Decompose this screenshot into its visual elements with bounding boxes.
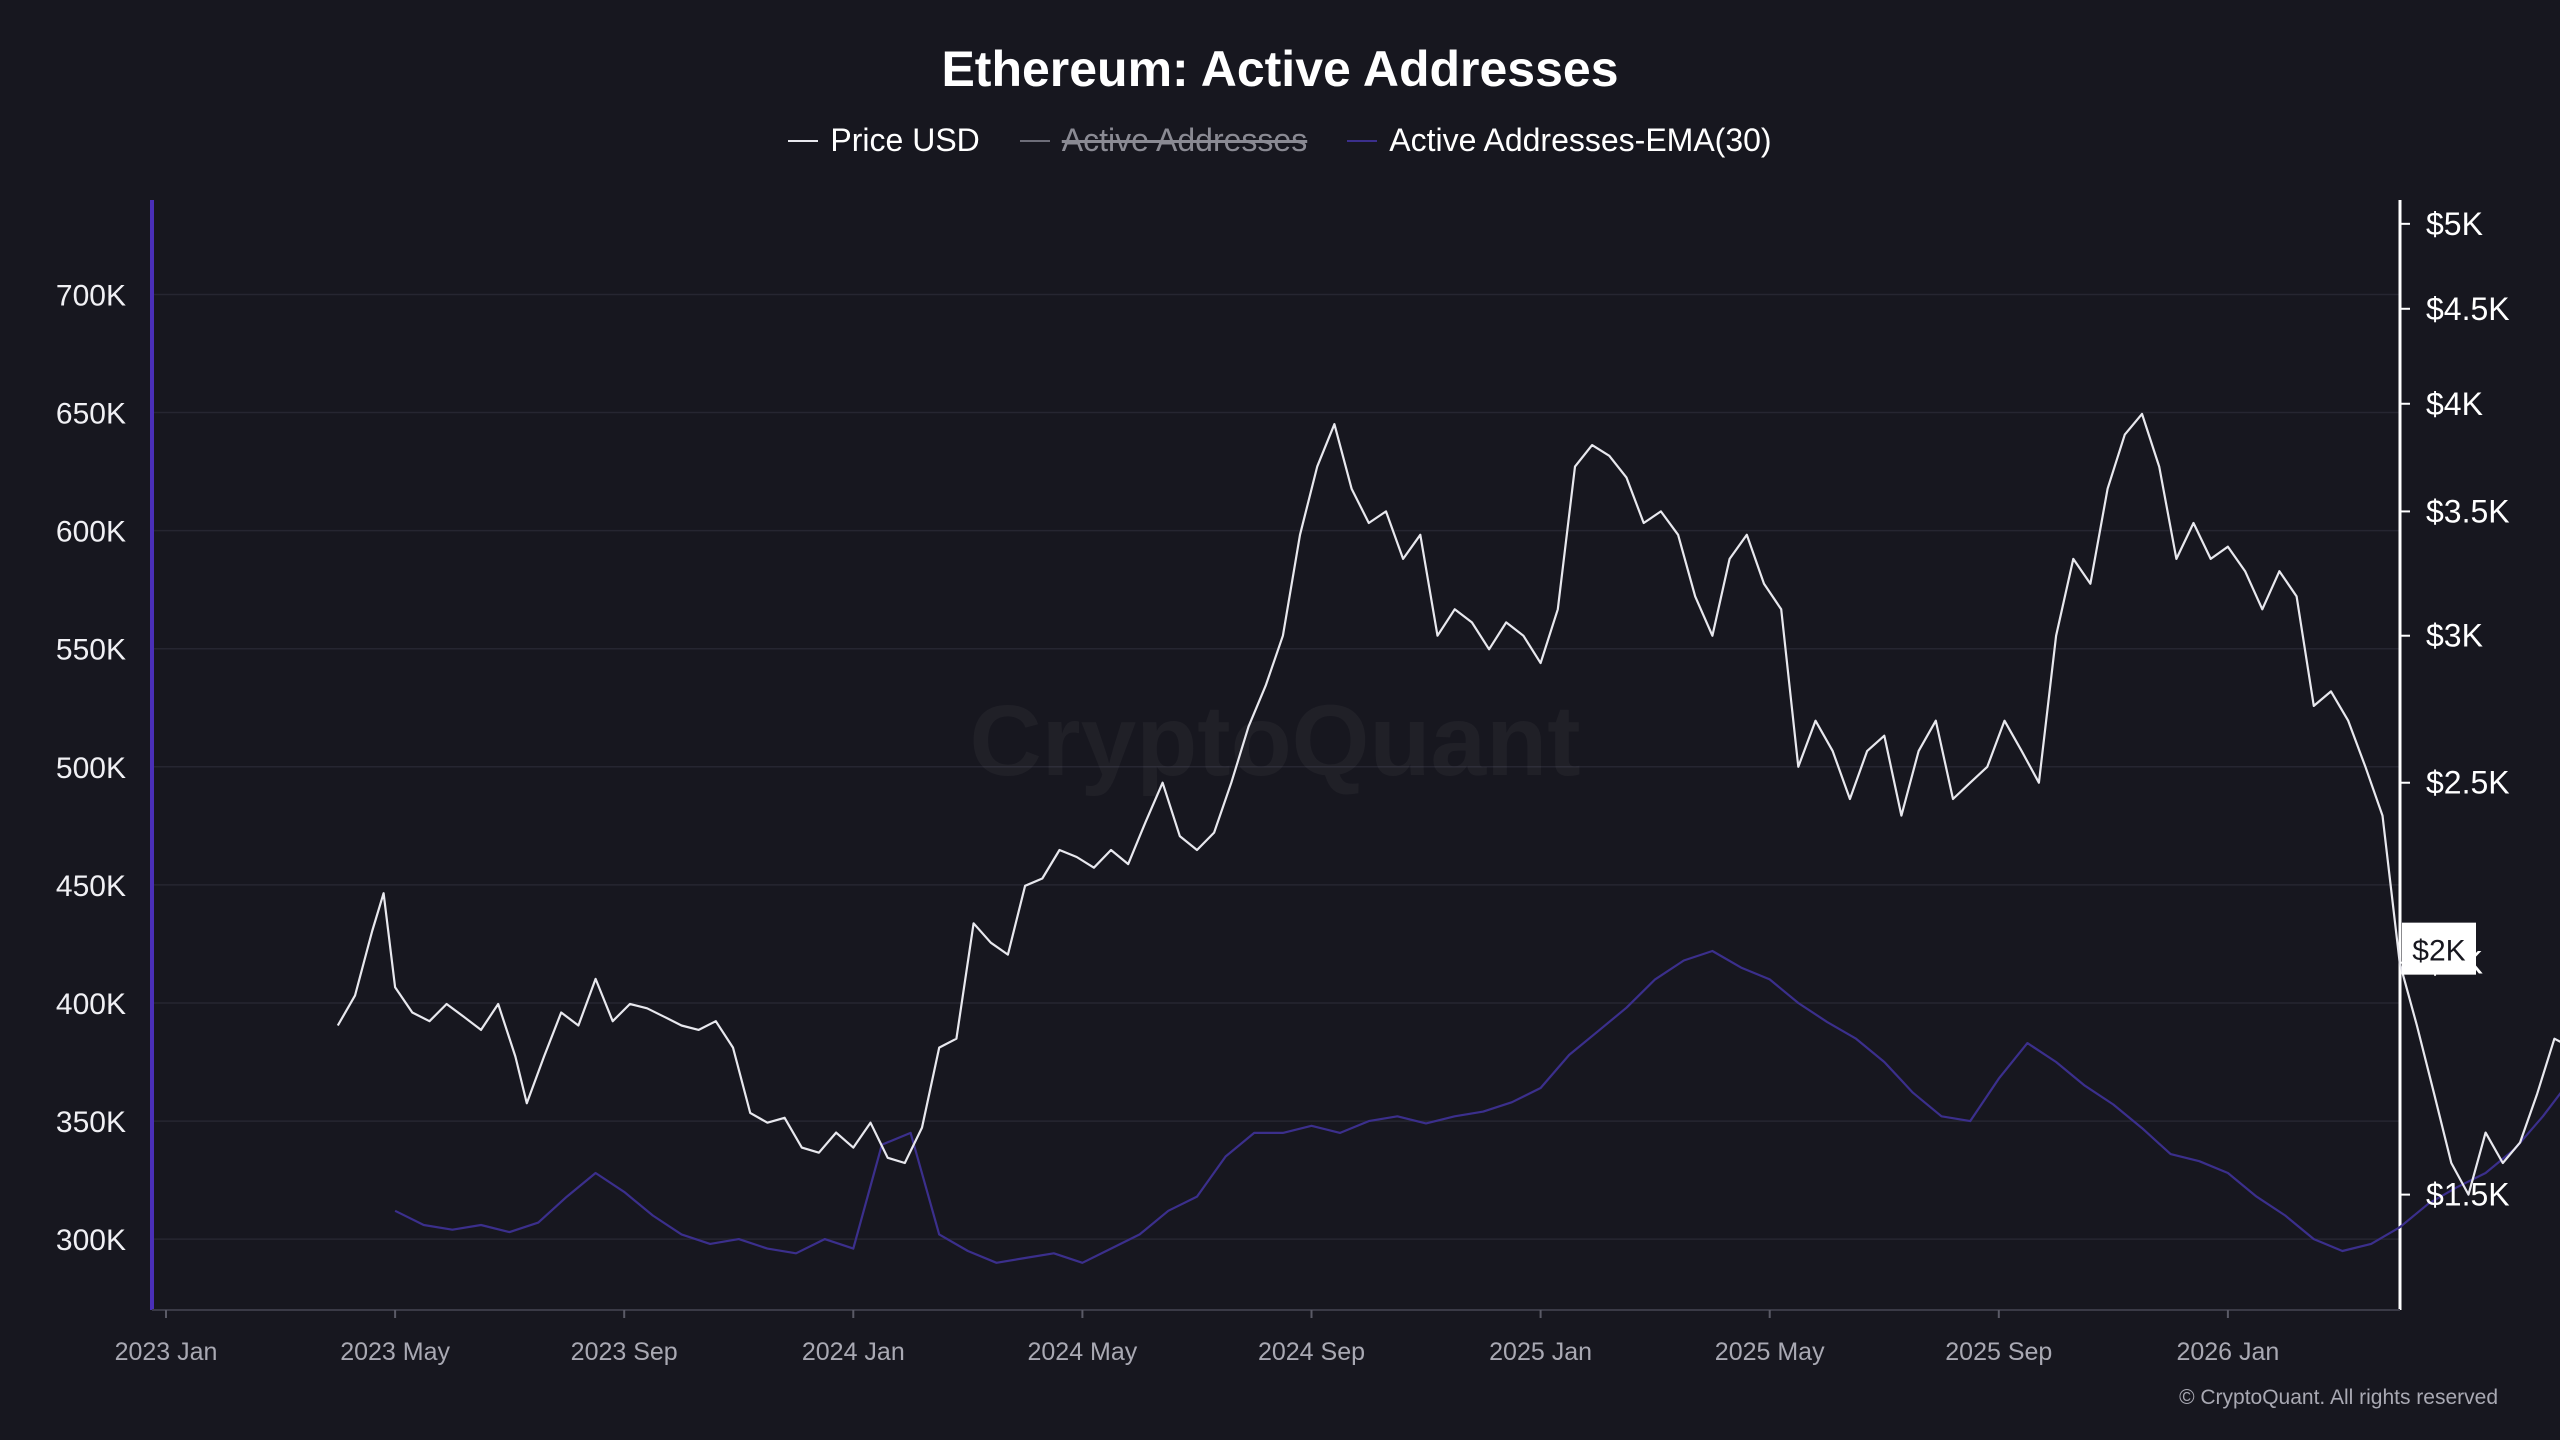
legend-item-active-addresses[interactable]: Active Addresses bbox=[1019, 122, 1308, 159]
current-price-badge: $2K bbox=[2402, 922, 2476, 975]
x-tick-2023-Sep: 2023 Sep bbox=[571, 1338, 678, 1366]
current-price-badge-bg bbox=[2402, 922, 2476, 975]
legend-swatch-price-usd bbox=[788, 139, 819, 142]
right-tick-$3.5K: $3.5K bbox=[2426, 493, 2510, 529]
left-tick-350K: 350K bbox=[56, 1106, 126, 1139]
current-price-label: $2K bbox=[2412, 935, 2465, 968]
copyright-notice: © CryptoQuant. All rights reserved bbox=[2179, 1386, 2498, 1409]
left-tick-450K: 450K bbox=[56, 870, 126, 903]
right-tick-$2.5K: $2.5K bbox=[2426, 765, 2510, 801]
series-price-usd bbox=[336, 412, 2560, 1196]
chart-title: Ethereum: Active Addresses bbox=[941, 41, 1619, 97]
axes bbox=[150, 200, 2402, 1311]
series-layer bbox=[336, 412, 2560, 1264]
right-tick-$5K: $5K bbox=[2426, 206, 2483, 242]
right-axis-ticks: $1.5K $2K $2.5K $3K $3.5K $4K $4.5K $5K bbox=[2400, 206, 2510, 1213]
watermark: CryptoQuant bbox=[969, 685, 1580, 797]
left-tick-550K: 550K bbox=[56, 634, 126, 667]
legend-swatch-active-addresses bbox=[1019, 139, 1050, 142]
legend-label-active-addresses-ema: Active Addresses-EMA(30) bbox=[1389, 122, 1772, 158]
legend-swatch-active-addresses-ema bbox=[1347, 139, 1378, 142]
right-tick-$4K: $4K bbox=[2426, 386, 2483, 422]
x-tick-2023-May: 2023 May bbox=[340, 1338, 450, 1366]
left-tick-500K: 500K bbox=[56, 752, 126, 785]
legend-item-active-addresses-ema[interactable]: Active Addresses-EMA(30) bbox=[1347, 122, 1772, 159]
left-tick-300K: 300K bbox=[56, 1224, 126, 1257]
x-tick-2023-Jan: 2023 Jan bbox=[115, 1338, 218, 1366]
right-tick-$3K: $3K bbox=[2426, 618, 2483, 654]
x-axis-ticks: 2023 Jan 2023 May 2023 Sep 2024 Jan 2024 May… bbox=[115, 1310, 2279, 1366]
legend: Price USD Active Addresses Active Addres… bbox=[0, 122, 2560, 159]
series-active-addresses-ema bbox=[394, 949, 2560, 1264]
right-tick-$4.5K: $4.5K bbox=[2426, 291, 2510, 327]
gridlines bbox=[152, 293, 2400, 1240]
legend-label-price-usd: Price USD bbox=[830, 122, 980, 158]
x-tick-2024-May: 2024 May bbox=[1028, 1338, 1138, 1366]
right-tick-$1.5K: $1.5K bbox=[2426, 1177, 2510, 1213]
left-tick-700K: 700K bbox=[56, 279, 126, 312]
x-tick-2026-Jan: 2026 Jan bbox=[2176, 1338, 2279, 1366]
left-tick-400K: 400K bbox=[56, 988, 126, 1021]
legend-item-price-usd[interactable]: Price USD bbox=[788, 122, 980, 159]
left-tick-600K: 600K bbox=[56, 516, 126, 549]
x-tick-2025-Jan: 2025 Jan bbox=[1489, 1338, 1592, 1366]
x-tick-2025-May: 2025 May bbox=[1715, 1338, 1825, 1366]
left-axis-ticks: 300K 350K 400K 450K 500K 550K 600K 650K 700K bbox=[56, 279, 126, 1257]
legend-label-active-addresses: Active Addresses bbox=[1061, 122, 1308, 158]
x-tick-2025-Sep: 2025 Sep bbox=[1945, 1338, 2052, 1366]
x-tick-2024-Sep: 2024 Sep bbox=[1258, 1338, 1365, 1366]
x-tick-2024-Jan: 2024 Jan bbox=[802, 1338, 905, 1366]
left-tick-650K: 650K bbox=[56, 398, 126, 431]
